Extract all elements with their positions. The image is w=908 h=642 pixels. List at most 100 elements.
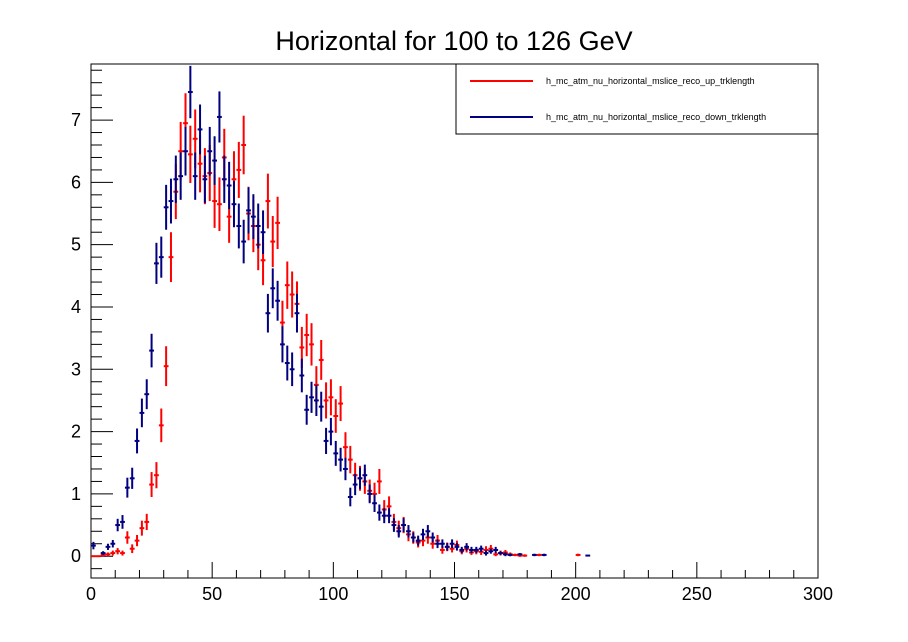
data-point — [221, 155, 227, 203]
data-point — [536, 553, 542, 557]
data-point — [275, 280, 280, 321]
data-point — [444, 543, 450, 551]
x-tick-label: 250 — [682, 584, 712, 604]
y-tick-label: 1 — [71, 484, 81, 504]
data-point — [420, 528, 426, 540]
data-point — [246, 187, 251, 234]
data-point — [289, 271, 295, 318]
data-point — [120, 515, 125, 529]
data-point — [430, 532, 436, 543]
data-point — [110, 550, 116, 556]
data-point — [168, 178, 174, 224]
data-point — [517, 553, 523, 556]
data-point — [124, 531, 130, 544]
data-point — [415, 535, 421, 546]
data-point — [575, 553, 581, 557]
y-tick-label: 5 — [71, 235, 81, 255]
data-point — [401, 518, 407, 532]
data-point — [260, 210, 266, 255]
data-point — [265, 173, 271, 229]
data-point — [391, 518, 397, 532]
axes: 0 50 100 150 200 250 300 0 1 2 3 4 5 6 7 — [71, 69, 833, 604]
y-tick-label: 3 — [71, 359, 81, 379]
data-point — [91, 541, 96, 550]
data-point — [158, 236, 164, 278]
x-tick-label: 100 — [318, 584, 348, 604]
data-point — [294, 293, 300, 333]
data-point — [343, 432, 348, 463]
data-point — [163, 346, 169, 387]
data-point — [207, 126, 213, 176]
data-point — [323, 427, 329, 455]
legend-label-down: h_mc_atm_nu_horizontal_mslice_reco_down_… — [546, 112, 766, 122]
data-point — [522, 554, 528, 557]
data-point — [270, 268, 276, 309]
data-point — [343, 457, 348, 481]
data-point — [396, 525, 402, 538]
data-point — [110, 539, 116, 548]
data-point — [532, 553, 537, 557]
data-point — [154, 462, 159, 489]
data-point — [183, 126, 188, 176]
data-point — [318, 391, 324, 422]
data-point — [187, 65, 193, 119]
data-point — [149, 333, 154, 368]
x-tick-label: 200 — [561, 584, 591, 604]
data-point — [139, 520, 145, 536]
data-point — [435, 539, 440, 549]
data-point — [454, 543, 460, 551]
data-point — [304, 313, 310, 357]
data-point — [347, 445, 353, 474]
data-point — [241, 219, 247, 264]
data-point — [478, 545, 484, 552]
data-point — [149, 472, 154, 498]
chart-title: Horizontal for 100 to 126 GeV — [275, 26, 632, 56]
data-point — [120, 550, 125, 556]
data-point — [338, 447, 344, 472]
data-point — [376, 468, 382, 494]
y-tick-label: 7 — [71, 110, 81, 130]
data-point — [372, 494, 377, 512]
data-point — [493, 546, 499, 554]
data-point — [410, 532, 416, 543]
data-point — [178, 152, 184, 200]
x-tick-label: 300 — [803, 584, 833, 604]
data-point — [459, 546, 465, 554]
data-point — [275, 196, 280, 250]
data-point — [483, 550, 489, 556]
data-point — [406, 525, 411, 538]
data-point — [100, 551, 106, 555]
legend-box — [455, 63, 819, 135]
data-point — [333, 440, 339, 466]
x-tick-label: 0 — [86, 584, 96, 604]
data-point — [473, 546, 479, 554]
data-point — [255, 203, 261, 249]
data-point — [115, 548, 121, 555]
legend-label-up: h_mc_atm_nu_horizontal_mslice_reco_up_tr… — [546, 76, 755, 86]
data-point — [163, 184, 169, 230]
data-point — [231, 181, 237, 228]
data-point — [173, 155, 179, 203]
series-down — [91, 65, 591, 557]
data-point — [386, 508, 392, 524]
y-tick-label: 2 — [71, 422, 81, 442]
data-point — [139, 398, 145, 428]
data-point — [158, 408, 164, 443]
data-point — [236, 203, 242, 249]
data-point — [134, 428, 140, 454]
y-tick-label: 6 — [71, 172, 81, 192]
data-point — [507, 553, 513, 557]
data-point — [333, 399, 339, 433]
data-point — [469, 546, 474, 554]
data-point — [309, 381, 314, 413]
data-point — [280, 326, 285, 363]
data-point — [313, 384, 319, 417]
data-point — [585, 554, 591, 557]
data-point — [284, 345, 290, 381]
data-point — [512, 553, 518, 557]
data-point — [250, 194, 256, 240]
data-point — [318, 340, 324, 380]
data-point — [352, 473, 358, 496]
data-point — [449, 539, 455, 549]
data-point — [289, 352, 295, 387]
